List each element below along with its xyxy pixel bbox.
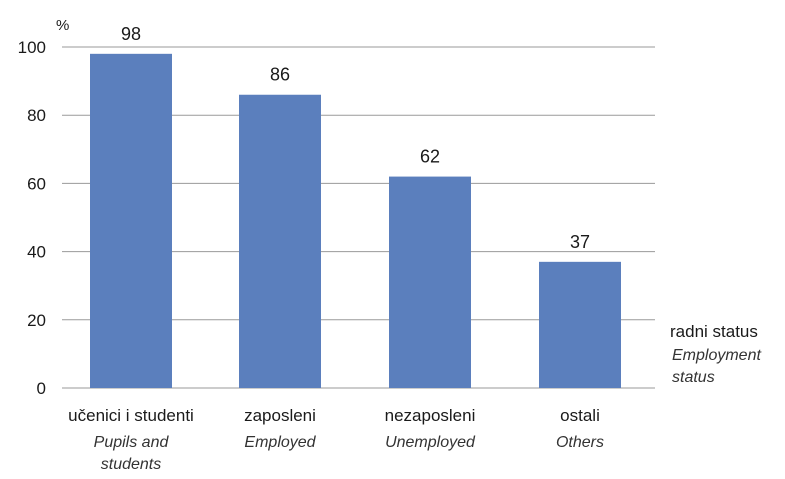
category-label: učenici i studenti [68,406,194,425]
category-sublabel: Employed [244,434,316,451]
category-label: zaposleni [244,406,316,425]
x-axis-title: radni status [670,322,758,341]
category-sublabel: Unemployed [385,434,476,451]
bars [90,53,621,389]
y-tick-label: 20 [27,311,46,330]
category-sublabel: Pupils and [94,434,170,451]
x-axis-subtitle-line: status [672,369,715,386]
labels: % radni status Employment status 0 20 40 60… [18,17,762,473]
bar-value-label: 62 [420,147,440,167]
bar [239,94,321,389]
y-tick-label: 40 [27,243,46,262]
bar-value-label: 37 [570,232,590,252]
category-sublabel: students [101,456,161,473]
y-tick-label: 0 [37,379,46,398]
y-tick-label: 100 [18,38,46,57]
y-tick-label: 80 [27,106,46,125]
category-label: ostali [560,406,600,425]
category-sublabel: Others [556,434,604,451]
category-label: nezaposleni [385,406,476,425]
bar-value-label: 98 [121,24,141,44]
x-axis-subtitle-line: Employment [672,347,761,364]
bar-value-label: 86 [270,65,290,85]
y-tick-label: 60 [27,174,46,193]
bar [90,53,172,388]
y-unit-label: % [56,17,69,34]
bar [539,261,621,388]
bar [389,176,471,388]
